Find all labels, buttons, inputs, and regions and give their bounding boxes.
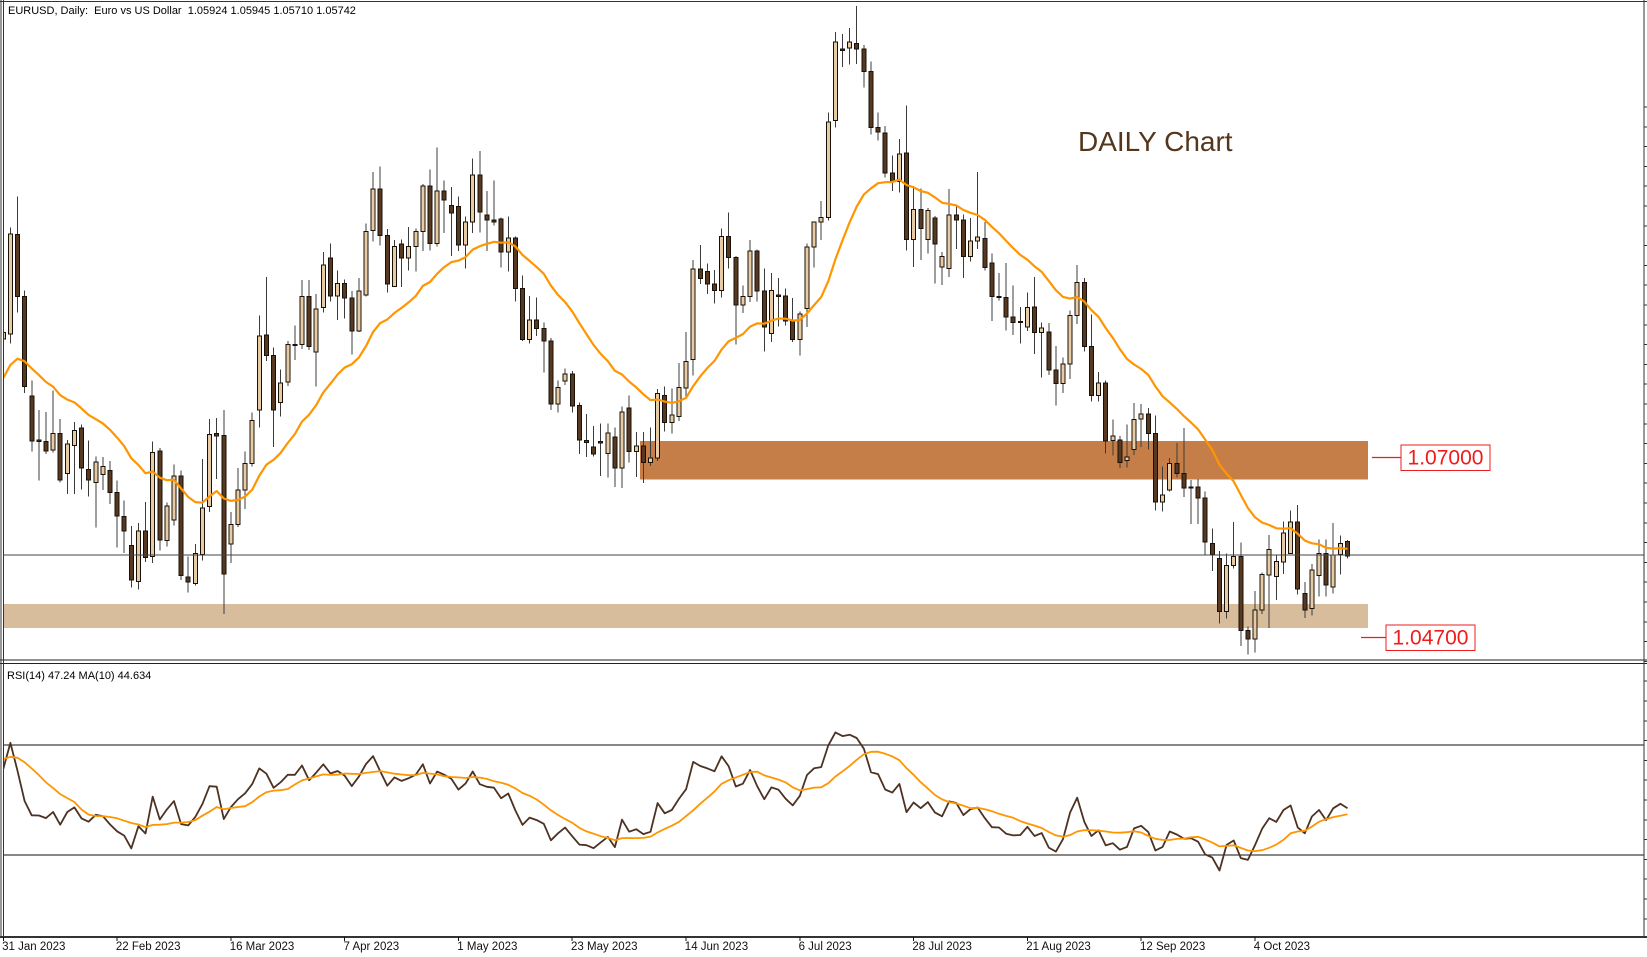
svg-text:16 Mar 2023: 16 Mar 2023 <box>230 941 295 953</box>
svg-text:23 May 2023: 23 May 2023 <box>571 941 638 953</box>
svg-text:1.07000: 1.07000 <box>1408 447 1484 470</box>
svg-text:DAILY Chart: DAILY Chart <box>1078 126 1233 157</box>
svg-text:21 Aug 2023: 21 Aug 2023 <box>1026 941 1091 953</box>
svg-text:31 Jan 2023: 31 Jan 2023 <box>2 941 65 953</box>
svg-text:7 Apr 2023: 7 Apr 2023 <box>344 941 400 953</box>
svg-text:RSI(14) 47.24 MA(10) 44.634: RSI(14) 47.24 MA(10) 44.634 <box>7 670 151 682</box>
svg-text:22 Feb 2023: 22 Feb 2023 <box>116 941 181 953</box>
svg-text:14 Jun 2023: 14 Jun 2023 <box>685 941 748 953</box>
svg-text:1 May 2023: 1 May 2023 <box>457 941 517 953</box>
svg-text:1.04700: 1.04700 <box>1393 627 1469 650</box>
svg-text:EURUSD, Daily: Euro vs US Dol: EURUSD, Daily: Euro vs US Dollar 1.05924… <box>8 5 356 17</box>
svg-text:12 Sep 2023: 12 Sep 2023 <box>1140 941 1205 953</box>
svg-text:4 Oct 2023: 4 Oct 2023 <box>1254 941 1310 953</box>
svg-text:6 Jul 2023: 6 Jul 2023 <box>799 941 852 953</box>
svg-text:28 Jul 2023: 28 Jul 2023 <box>912 941 971 953</box>
